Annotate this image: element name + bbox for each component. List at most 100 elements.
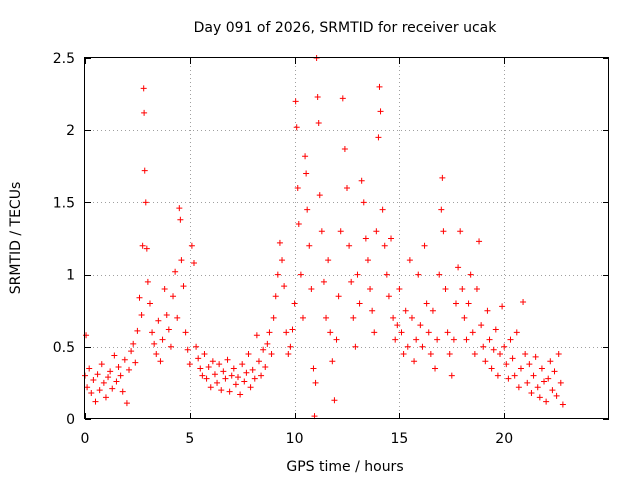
data-point [293,124,300,131]
data-point [117,372,124,379]
data-point [266,329,273,336]
data-point [167,343,174,350]
data-point [444,329,451,336]
data-point [499,303,506,310]
data-point [143,245,150,252]
data-point [283,329,290,336]
data-point [417,322,424,329]
data-point [153,351,160,358]
data-point [538,365,545,372]
data-point [400,351,407,358]
data-point [457,228,464,235]
data-point [482,358,489,365]
data-point [325,257,332,264]
data-point [390,314,397,321]
data-point [476,238,483,245]
data-point [302,153,309,160]
data-point [130,340,137,347]
data-point [362,235,369,242]
data-point [216,361,223,368]
data-point [182,329,189,336]
data-point [316,192,323,199]
data-point [455,264,462,271]
data-point [289,326,296,333]
data-point [138,312,145,319]
data-point [429,307,436,314]
data-point [388,235,395,242]
data-point [84,384,91,391]
data-point [279,257,286,264]
data-point [100,379,107,386]
data-point [497,351,504,358]
data-point [214,379,221,386]
data-point [274,271,281,278]
data-point [446,351,453,358]
data-point [262,364,269,371]
data-point [463,336,470,343]
data-point [549,387,556,394]
data-point [503,361,510,368]
data-point [304,206,311,213]
x-tick-label: 0 [81,431,90,447]
data-point [292,98,299,105]
data-point [141,109,148,116]
data-point [509,355,516,362]
data-point [327,329,334,336]
data-point [421,242,428,249]
data-point [272,293,279,300]
data-point [432,365,439,372]
data-point [237,391,244,398]
data-point [268,351,275,358]
data-point [249,366,256,373]
data-point [448,372,455,379]
data-point [490,346,497,353]
data-point [184,346,191,353]
data-point [94,371,101,378]
data-point [314,93,321,100]
data-point [385,293,392,300]
data-point [209,358,216,365]
data-point [142,199,149,206]
data-point [226,388,233,395]
data-point [488,365,495,372]
data-point [98,361,105,368]
data-point [360,199,367,206]
data-point [348,278,355,285]
data-point [371,329,378,336]
data-point [141,167,148,174]
y-tick-label: 2 [66,123,75,139]
data-point [172,268,179,275]
data-point [438,206,445,213]
data-point [140,85,147,92]
data-point [102,394,109,401]
data-point [427,351,434,358]
data-point [297,271,304,278]
data-point [329,358,336,365]
data-point [471,351,478,358]
data-point [354,271,361,278]
data-point [96,387,103,394]
data-point [415,271,422,278]
data-point [383,271,390,278]
data-point [161,286,168,293]
data-point [515,384,522,391]
data-point [419,343,426,350]
data-point [375,134,382,141]
data-point [86,365,93,372]
data-point [352,343,359,350]
data-point [243,369,250,376]
data-point [480,343,487,350]
data-point [450,336,457,343]
data-point [126,366,133,373]
data-point [303,170,310,177]
data-point [312,379,319,386]
data-point [294,184,301,191]
data-point [222,375,229,382]
data-point [551,368,558,375]
data-point [92,398,99,405]
grid [85,58,609,419]
data-point [165,326,172,333]
x-tick-label: 5 [185,431,194,447]
data-point [177,216,184,223]
data-point [258,372,265,379]
